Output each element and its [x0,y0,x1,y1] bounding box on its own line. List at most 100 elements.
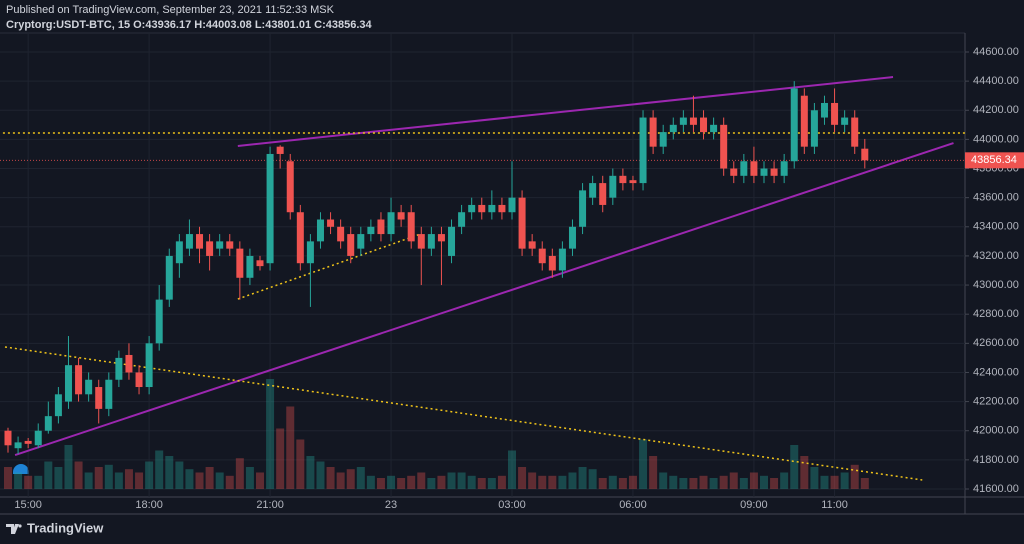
candle-body [468,204,476,213]
trend-line [237,76,894,147]
volume-bar [497,475,506,489]
candle-body [730,168,738,176]
candle-body [538,248,546,264]
y-tick-label: 44000.00 [973,133,1019,145]
candle-body [185,234,193,249]
candle-body [740,161,748,176]
y-tick-label: 41800.00 [973,454,1019,466]
candle-body [266,153,274,264]
candle-body [75,365,83,395]
candle-body [851,117,859,147]
volume-bar [266,379,275,489]
candle-body [206,241,214,256]
candle-body [437,234,445,242]
volume-bar [628,475,637,489]
volume-bar [417,472,426,489]
candle-body [589,183,597,198]
x-tick-label: 21:00 [256,499,284,511]
candle-body [135,372,143,388]
volume-bar [387,475,396,489]
volume-bar [467,475,476,489]
volume-bar [286,406,295,489]
volume-bar [376,478,385,489]
volume-bar [437,475,446,489]
volume-bar [427,478,436,489]
volume-bar [568,472,577,489]
last-price-label: 43856.34 [971,154,1017,166]
volume-bar [135,472,144,489]
candle-body [548,255,556,271]
brand: TradingView [27,520,104,535]
candle-body [115,357,123,380]
volume-bar [155,450,164,489]
candle-body [800,95,808,147]
volume-bar [306,456,315,489]
last-price-box [965,152,1024,169]
volume-bar [175,461,184,489]
candle-body [528,241,536,249]
candle-body [599,183,607,205]
candle-body [236,248,244,278]
volume-bar [124,469,133,489]
candle-body [54,394,62,417]
candle-body [286,161,294,213]
volume-bar [749,472,758,489]
candle-body [246,255,254,278]
candle-body [105,379,113,409]
volume-bar [145,461,154,489]
volume-bar [830,475,839,489]
volume-bar [790,445,799,489]
candle-body [175,241,183,264]
chart-subtitle: Cryptorg:USDT-BTC, 15 O:43936.17 H:44003… [6,19,373,31]
volume-bar [4,467,12,489]
volume-bar [94,467,103,489]
candle-body [24,440,32,444]
y-tick-label: 42600.00 [973,337,1019,349]
volume-bar [407,475,416,489]
candle-body [216,241,224,249]
candle-body [226,241,234,249]
candle-body [306,241,314,264]
volume-bar [165,456,174,489]
y-tick-label: 44200.00 [973,104,1019,116]
volume-bar [457,472,466,489]
candle-body [316,219,324,242]
y-tick-label: 43400.00 [973,221,1019,233]
x-tick-label: 09:00 [740,499,768,511]
candle-body [367,226,375,235]
volume-bar [296,439,305,489]
candle-body [196,234,204,249]
y-tick-label: 44600.00 [973,46,1019,58]
candle-body [44,416,52,431]
candle-body [609,175,617,198]
volume-bar [64,445,73,489]
candle-body [508,197,516,213]
candle-body [558,248,566,271]
volume-bar [528,472,537,489]
candle-body [639,117,647,184]
candle-body [34,430,42,446]
candle-body [387,212,395,235]
x-tick-label: 03:00 [498,499,526,511]
candle-body [417,234,425,249]
volume-bar [588,469,597,489]
candle-body [155,299,163,344]
volume-bar [235,458,244,489]
volume-bar [860,478,869,489]
candle-body [649,117,657,147]
candle-body [750,161,758,176]
brand-logo [6,464,29,534]
volume-bar [689,478,698,489]
volume-bar [215,472,224,489]
candle-body [629,180,637,184]
candle-body [619,175,627,184]
volume-bar [608,475,617,489]
candle-body [327,219,335,227]
candle-body [700,117,708,133]
candle-body [669,124,677,133]
volume-bar [326,467,335,489]
volume-bar [84,472,93,489]
candle-body [841,117,849,125]
y-tick-label: 42400.00 [973,366,1019,378]
volume-bar [104,464,113,489]
